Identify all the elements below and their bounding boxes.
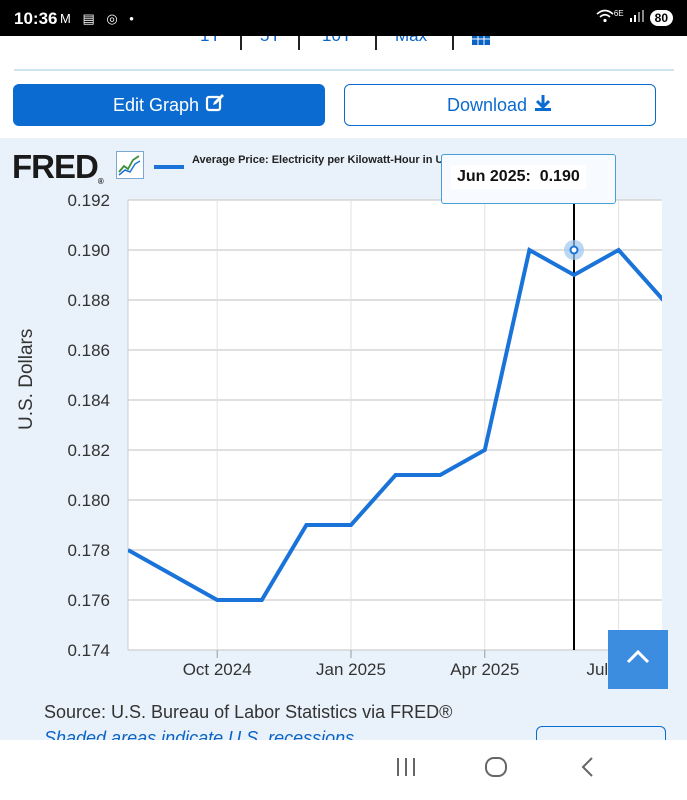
back-icon[interactable] <box>578 754 598 785</box>
status-bar: 10:36 M ▤ ◎ • 6E 80 <box>0 0 687 36</box>
system-icons: 6E 80 <box>596 9 673 26</box>
y-tick-label: 0.174 <box>67 641 110 660</box>
edit-graph-label: Edit Graph <box>112 94 200 115</box>
android-nav-bar <box>0 740 687 800</box>
tooltip: Jun 2025: 0.190 <box>441 154 616 204</box>
line-chart: 0.192 0.190 0.188 0.186 0.184 0.182 0.180 0.178… <box>67 190 662 679</box>
home-icon[interactable] <box>484 754 508 785</box>
x-tick-label: Jan 2025 <box>316 660 386 679</box>
tab-divider <box>240 36 242 50</box>
y-tick-label: 0.190 <box>67 241 110 260</box>
y-tick-label: 0.176 <box>67 591 110 610</box>
source-text: Source: U.S. Bureau of Labor Statistics … <box>44 702 453 722</box>
fred-logo: FRED® <box>12 148 104 186</box>
fred-graph-icon <box>116 151 144 179</box>
y-tick-label: 0.182 <box>67 441 110 460</box>
section-divider <box>14 69 674 71</box>
legend-swatch <box>154 165 184 169</box>
tab-1y[interactable]: 1Y <box>200 36 221 46</box>
download-button[interactable]: Download <box>344 84 656 126</box>
tab-divider <box>298 36 300 50</box>
follow-button[interactable] <box>536 726 666 746</box>
download-icon <box>533 93 553 118</box>
y-tick-label: 0.188 <box>67 291 110 310</box>
plot-area <box>128 200 662 650</box>
table-icon[interactable] <box>472 36 490 50</box>
edit-graph-button[interactable]: Edit Graph <box>13 84 325 126</box>
wifi-icon <box>596 9 614 26</box>
battery-level: 80 <box>649 9 673 26</box>
edit-icon <box>205 93 225 118</box>
network-type: 6E <box>613 9 624 18</box>
y-tick-label: 0.192 <box>67 191 110 210</box>
y-tick-label: 0.178 <box>67 541 110 560</box>
scroll-to-top-button[interactable] <box>608 630 668 689</box>
x-tick-label: Apr 2025 <box>450 660 519 679</box>
notification-icons: M ▤ ◎ • <box>60 11 138 26</box>
highlight-point[interactable] <box>569 245 579 255</box>
signal-icon <box>629 10 644 25</box>
download-label: Download <box>446 94 528 115</box>
tab-10y[interactable]: 10Y <box>322 36 352 46</box>
recent-apps-icon[interactable] <box>394 754 418 785</box>
tooltip-value: 0.190 <box>539 168 580 185</box>
y-tick-label: 0.180 <box>67 491 110 510</box>
tab-divider <box>375 36 377 50</box>
tooltip-content: Jun 2025: 0.190 <box>451 165 586 189</box>
chevron-up-icon <box>625 649 651 670</box>
series-line <box>128 246 662 602</box>
tab-5y[interactable]: 5Y <box>260 36 281 46</box>
y-tick-label: 0.184 <box>67 391 110 410</box>
range-tabs: 1Y 5Y 10Y Max <box>0 36 687 70</box>
recession-note-link[interactable]: Shaded areas indicate U.S. recessions <box>44 728 355 740</box>
tooltip-date: Jun 2025: <box>457 168 531 185</box>
status-time: 10:36 <box>14 9 58 28</box>
tab-max[interactable]: Max <box>395 36 427 46</box>
tab-divider <box>452 36 454 50</box>
x-tick-label: Oct 2024 <box>183 660 252 679</box>
y-tick-label: 0.186 <box>67 341 110 360</box>
